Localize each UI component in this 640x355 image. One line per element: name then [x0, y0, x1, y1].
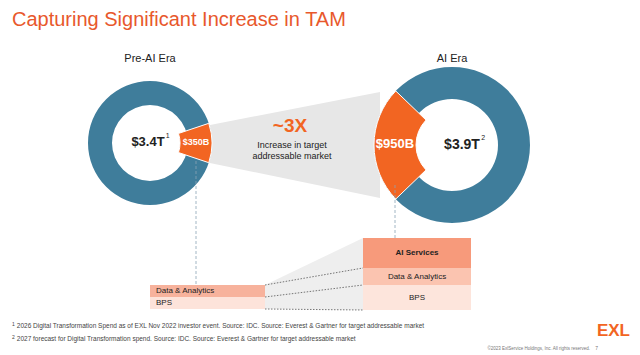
total-label: $3.9T: [444, 136, 480, 152]
footnote-mark: 1: [12, 321, 15, 327]
marks: [374, 67, 530, 223]
annotation-line: Increase in target: [257, 140, 327, 150]
stack-label: AI Services: [395, 248, 439, 257]
logo: EXL: [597, 321, 630, 340]
marks: [88, 81, 212, 205]
footnote-mark: 2: [12, 334, 15, 340]
footnote: 12026 Digital Transformation Spend as of…: [12, 321, 424, 330]
annotation-line: addressable market: [252, 151, 332, 161]
dotted-link: [265, 285, 363, 297]
data-label: $350B: [183, 137, 210, 147]
dotted-link: [265, 309, 363, 310]
ring: [374, 67, 530, 223]
title: Capturing Significant Increase in TAM: [12, 8, 346, 30]
stack-block: [363, 268, 471, 285]
ring: [88, 81, 212, 205]
stack-block: [363, 238, 471, 268]
stack-block: [150, 285, 265, 297]
stack-connector: [265, 238, 363, 310]
data-label: $950B: [376, 136, 414, 151]
stack-block: [150, 297, 265, 309]
stack-label: Data & Analytics: [156, 286, 214, 295]
page-number: 7: [595, 345, 598, 351]
guide-line: [395, 185, 396, 238]
stack-block: [363, 285, 471, 310]
footnote-text: 2027 forecast for Digital Transformation…: [17, 335, 356, 343]
footnote: 22027 forecast for Digital Transformatio…: [12, 334, 356, 343]
guide-line: [196, 161, 197, 285]
stack-label: BPS: [156, 298, 172, 307]
donut-title: Pre-AI Era: [124, 52, 176, 64]
donut: [88, 81, 212, 205]
slice: [374, 91, 426, 199]
total-label: $3.4T: [131, 134, 164, 149]
donut: [374, 67, 530, 223]
footnote-mark: 1: [166, 132, 170, 139]
annotation: ~3X: [273, 115, 308, 136]
connector: [205, 92, 380, 198]
donut-title: AI Era: [437, 52, 468, 64]
footnote-text: 2026 Digital Transformation Spend as of …: [17, 322, 424, 330]
slice: [178, 123, 212, 162]
dotted-link: [265, 268, 363, 285]
copyright: ©2023 ExlService Holdings, Inc. All righ…: [487, 345, 590, 351]
stack-label: Data & Analytics: [388, 272, 446, 281]
stack-label: BPS: [409, 293, 425, 302]
footnote-mark: 2: [481, 134, 485, 141]
slide: Capturing Significant Increase in TAM Pre…: [0, 0, 640, 355]
